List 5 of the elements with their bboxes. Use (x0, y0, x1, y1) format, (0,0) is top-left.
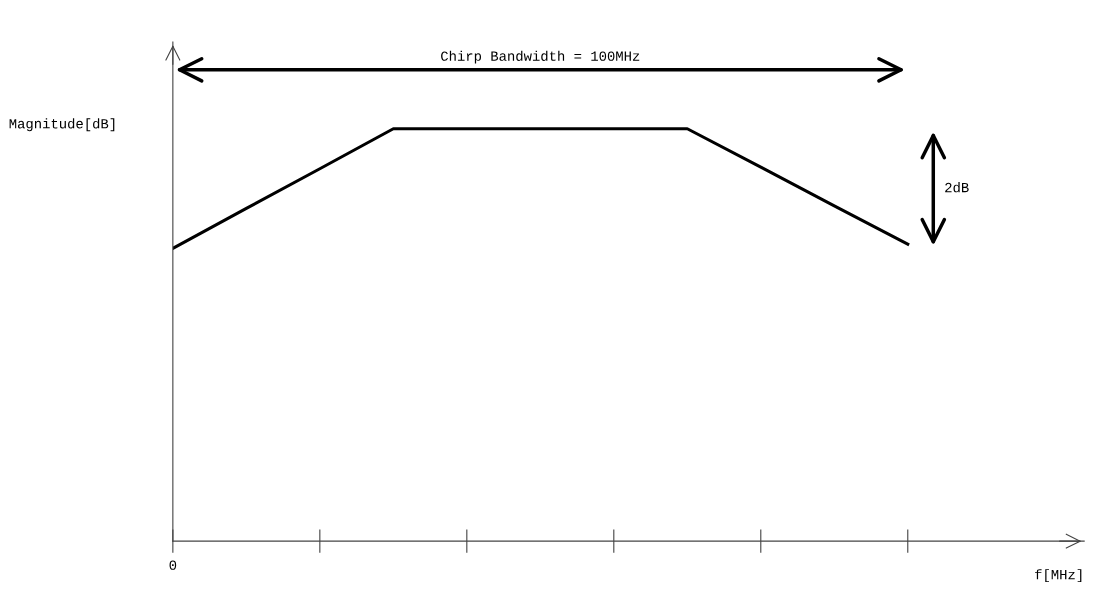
text: Chirp Bandwidth = 100MHz (441, 50, 640, 64)
y-axis-title: Magnitude[dB] (9, 118, 115, 132)
text: 2dB (945, 182, 969, 193)
text: 0 (169, 560, 177, 570)
text: f[MHz] (1035, 569, 1082, 583)
